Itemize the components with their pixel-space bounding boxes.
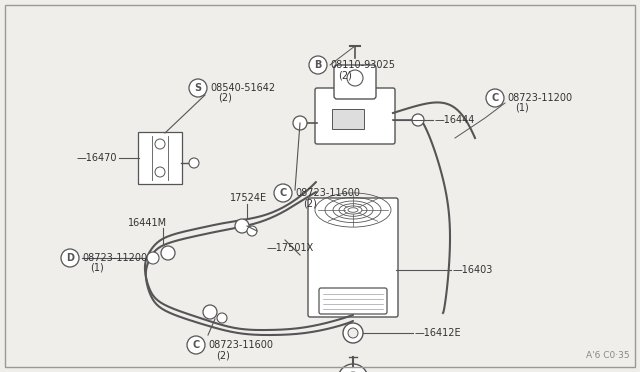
Text: 08723-11200: 08723-11200 <box>82 253 147 263</box>
Text: D: D <box>66 253 74 263</box>
Text: —16444: —16444 <box>435 115 476 125</box>
Text: (2): (2) <box>303 198 317 208</box>
Text: A'6 C0·35: A'6 C0·35 <box>586 351 630 360</box>
Text: S: S <box>195 83 202 93</box>
Circle shape <box>348 328 358 338</box>
Text: 08723-11600: 08723-11600 <box>295 188 360 198</box>
Circle shape <box>486 89 504 107</box>
Circle shape <box>347 70 363 86</box>
Circle shape <box>203 305 217 319</box>
Text: 17524E: 17524E <box>230 193 267 203</box>
Text: 16441M: 16441M <box>128 218 167 228</box>
Text: 08110-93025: 08110-93025 <box>330 60 395 70</box>
Text: (1): (1) <box>90 263 104 273</box>
Text: —16470: —16470 <box>77 153 118 163</box>
Text: 08723-11200: 08723-11200 <box>507 93 572 103</box>
FancyBboxPatch shape <box>334 65 376 99</box>
Text: C: C <box>193 340 200 350</box>
FancyBboxPatch shape <box>308 198 398 317</box>
Circle shape <box>61 249 79 267</box>
Circle shape <box>189 158 199 168</box>
Text: (2): (2) <box>218 93 232 103</box>
Circle shape <box>217 313 227 323</box>
Circle shape <box>338 364 368 372</box>
Text: B: B <box>314 60 322 70</box>
Circle shape <box>155 167 165 177</box>
Circle shape <box>274 184 292 202</box>
Circle shape <box>235 219 249 233</box>
FancyBboxPatch shape <box>138 132 182 184</box>
FancyBboxPatch shape <box>319 288 387 314</box>
Text: C: C <box>280 188 287 198</box>
Circle shape <box>309 56 327 74</box>
Text: 08723-11600: 08723-11600 <box>208 340 273 350</box>
Circle shape <box>247 226 257 236</box>
FancyBboxPatch shape <box>315 88 395 144</box>
Text: —16412E: —16412E <box>415 328 461 338</box>
Text: (2): (2) <box>338 70 352 80</box>
Text: —17501X: —17501X <box>267 243 314 253</box>
Circle shape <box>343 323 363 343</box>
Text: —16403: —16403 <box>453 265 493 275</box>
Circle shape <box>155 139 165 149</box>
Circle shape <box>189 79 207 97</box>
Circle shape <box>147 252 159 264</box>
Text: (2): (2) <box>216 350 230 360</box>
Circle shape <box>161 246 175 260</box>
Text: (1): (1) <box>515 103 529 113</box>
Circle shape <box>187 336 205 354</box>
Text: 08540-51642: 08540-51642 <box>210 83 275 93</box>
FancyBboxPatch shape <box>332 109 364 129</box>
Circle shape <box>293 116 307 130</box>
Circle shape <box>412 114 424 126</box>
Text: C: C <box>492 93 499 103</box>
